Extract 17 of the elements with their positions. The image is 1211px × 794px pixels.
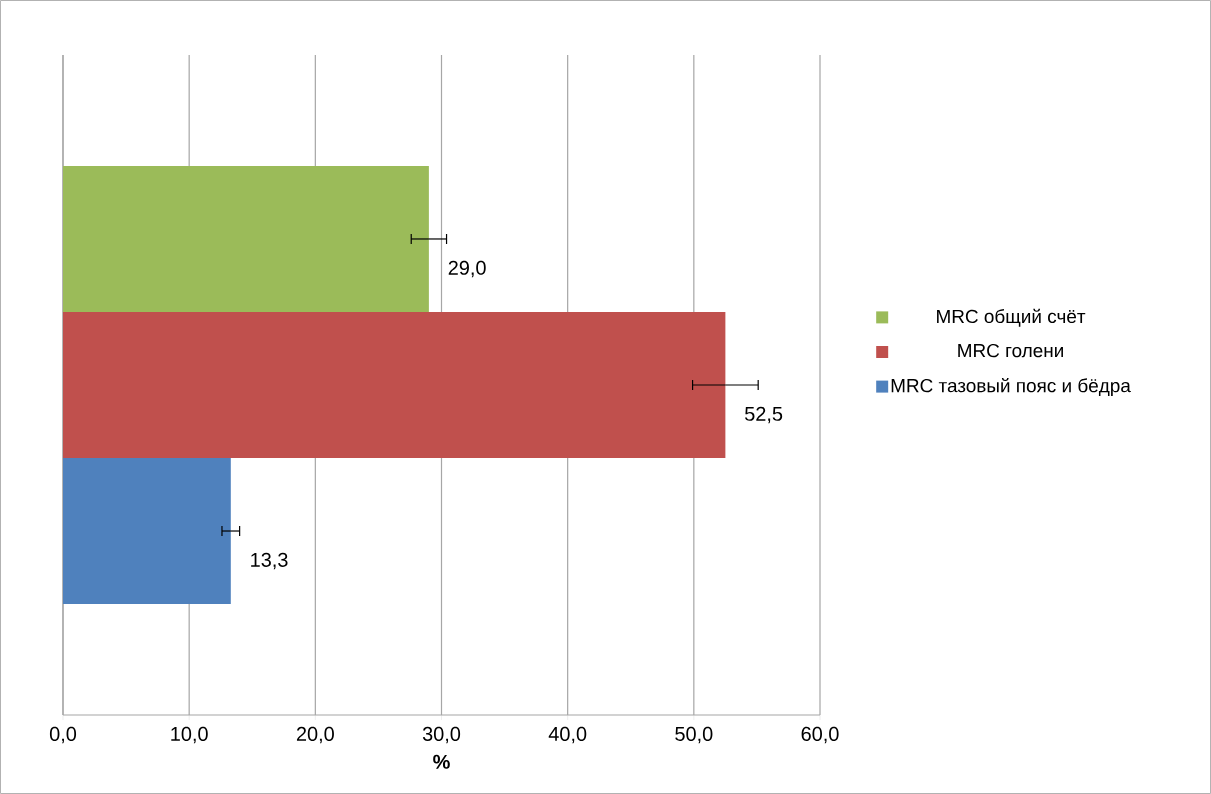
x-axis-title: % [433,754,450,769]
x-tick-label: 0,0 [49,726,77,744]
x-tick-label: 40,0 [548,726,587,744]
bar [63,311,726,458]
data-label: 52,5 [745,406,783,424]
x-tick-label: 20,0 [296,726,334,744]
x-tick-label: 60,0 [801,726,839,744]
text: MRC голени [958,343,1063,358]
bar [63,165,429,312]
x-tick-label: 10,0 [171,726,208,744]
x-tick-label: 30,0 [422,726,461,744]
bar [63,458,231,605]
legend-label: MRC тазовый пояс и бёдра [891,378,1131,397]
x-tick-label: 50,0 [675,726,713,744]
text: MRC общий счёт [937,308,1086,327]
data-label: 13,3 [251,552,288,570]
data-label: 29,0 [448,260,486,278]
